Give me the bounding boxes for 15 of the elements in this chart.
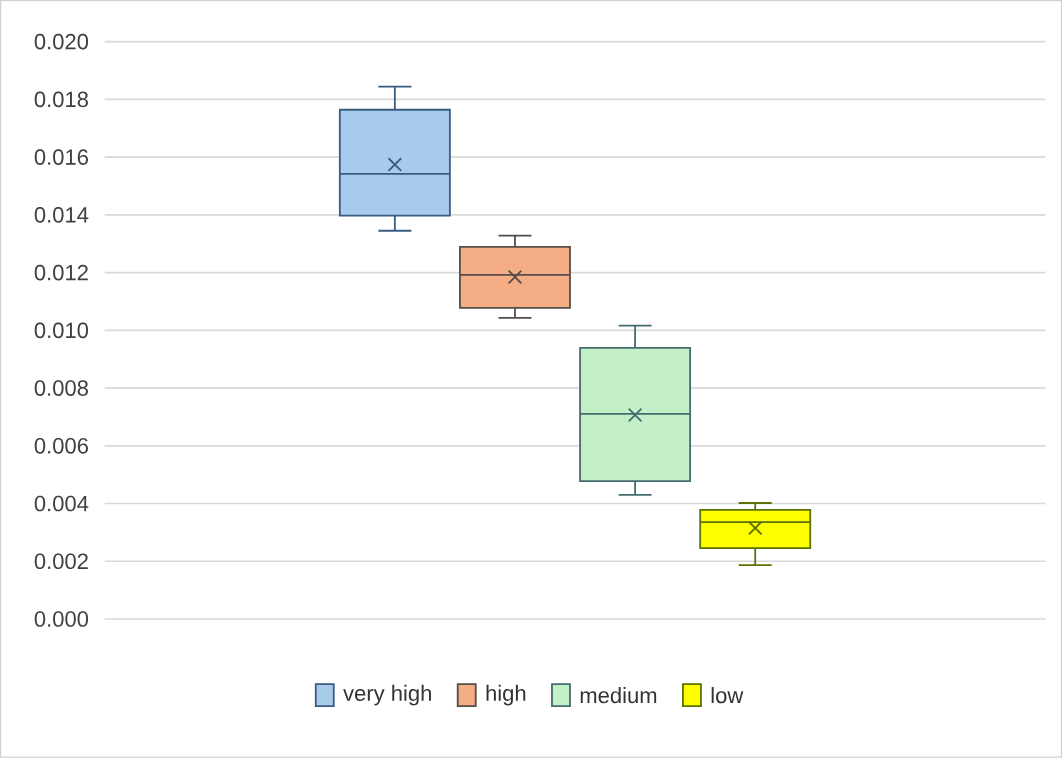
- y-tick-label: 0.000: [34, 611, 89, 627]
- y-tick-label: 0.014: [34, 207, 89, 223]
- legend-label: very high: [343, 684, 431, 706]
- legend-label: medium: [580, 687, 657, 704]
- y-tick-label: 0.006: [34, 438, 88, 454]
- y-tick-label: 0.012: [34, 264, 88, 281]
- y-tick-label: 0.016: [34, 149, 88, 166]
- legend-label: high: [486, 684, 526, 706]
- y-tick-label: 0.008: [34, 380, 88, 396]
- y-tick-label: 0.010: [34, 322, 89, 339]
- legend-label: low: [711, 687, 744, 704]
- y-tick-label: 0.020: [34, 33, 89, 50]
- y-tick-label: 0.002: [34, 553, 88, 570]
- y-tick-label: 0.018: [34, 91, 88, 108]
- y-tick-label: 0.004: [34, 495, 89, 512]
